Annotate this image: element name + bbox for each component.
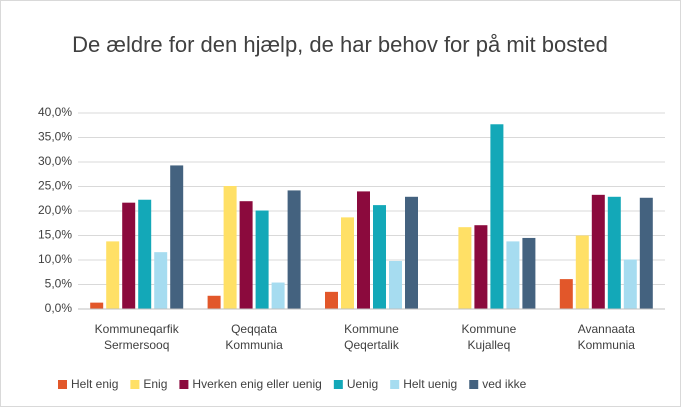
- bar: [591, 194, 605, 309]
- bar: [373, 205, 386, 309]
- bar: [239, 201, 253, 309]
- legend-label: Helt enig: [71, 377, 118, 391]
- legend-label: ved ikke: [482, 377, 526, 391]
- legend-swatch: [130, 380, 140, 389]
- bar: [389, 260, 402, 309]
- bar: [559, 279, 573, 309]
- y-tick-label: 25,0%: [38, 179, 72, 193]
- legend-swatch: [469, 380, 479, 389]
- bar: [607, 196, 621, 309]
- y-tick-label: 0,0%: [45, 301, 73, 315]
- bar: [405, 196, 418, 309]
- bar: [255, 210, 269, 309]
- bar: [138, 199, 152, 309]
- x-tick-label: Kommune Kujalleq: [462, 322, 517, 352]
- bar: [639, 197, 653, 309]
- bar: [458, 227, 472, 309]
- legend-label: Helt uenig: [403, 377, 457, 391]
- bar: [207, 295, 221, 309]
- y-tick-label: 5,0%: [45, 277, 73, 291]
- y-tick-label: 35,0%: [38, 130, 72, 144]
- bar: [490, 124, 504, 310]
- y-tick-label: 20,0%: [38, 203, 72, 217]
- bar: [122, 202, 136, 309]
- legend-swatch: [179, 380, 189, 389]
- legend-label: Uenig: [347, 377, 378, 391]
- bar: [271, 282, 285, 309]
- y-tick-label: 30,0%: [38, 154, 72, 168]
- bar: [506, 241, 520, 309]
- bar: [223, 186, 237, 309]
- bar: [170, 165, 184, 309]
- legend-swatch: [333, 380, 343, 389]
- bar: [325, 291, 338, 309]
- bar: [474, 225, 488, 309]
- x-tick-label: Kommuneqarfik Sermersooq: [95, 322, 180, 352]
- chart-title: De ældre for den hjælp, de har behov for…: [72, 32, 608, 57]
- bar: [575, 235, 589, 309]
- x-tick-label: Avannaata Kommunia: [578, 322, 636, 352]
- x-tick-label: Qeqqata Kommunia: [225, 322, 283, 352]
- y-tick-label: 40,0%: [38, 105, 72, 119]
- x-tick-label: Kommune Qeqertalik: [344, 322, 400, 352]
- bar: [522, 237, 536, 309]
- y-tick-label: 15,0%: [38, 228, 72, 242]
- bar: [357, 191, 370, 309]
- bar: [623, 259, 637, 309]
- legend-label: Hverken enig eller uenig: [192, 377, 321, 391]
- bar: [287, 190, 301, 309]
- legend-label: Enig: [143, 377, 167, 391]
- bar: [106, 241, 120, 309]
- bar: [90, 302, 104, 309]
- bar: [154, 252, 168, 309]
- legend-swatch: [58, 380, 67, 389]
- y-tick-label: 10,0%: [38, 252, 72, 266]
- legend-swatch: [390, 380, 400, 389]
- bar: [341, 217, 354, 309]
